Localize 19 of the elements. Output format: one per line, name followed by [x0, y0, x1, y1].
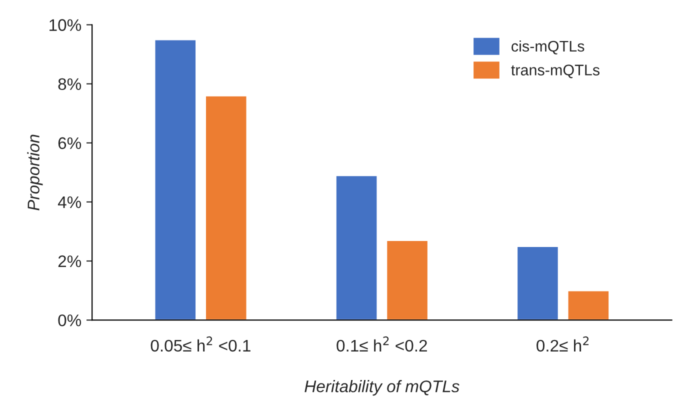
y-tick-label: 10%	[50, 19, 82, 31]
y-tick-label: 6%	[58, 137, 82, 150]
legend-label: cis-mQTLs	[512, 40, 584, 54]
bar	[566, 290, 610, 320]
x-tick-label: 0.05≤ h$^{2}$ <0.1	[150, 336, 250, 352]
x-tick-label: 0.1≤ h$^{2}$ <0.2	[336, 336, 427, 352]
bar	[516, 246, 560, 320]
bar	[154, 38, 197, 320]
x-axis-title: Heritability of mQTLs	[304, 380, 460, 396]
legend-label: trans-mQTLs	[511, 64, 600, 78]
y-axis-title: Proportion	[27, 134, 43, 210]
y-tick-label: 0%	[58, 314, 82, 326]
bar	[335, 174, 378, 320]
x-tick-label: 0.2≤ h$^{2}$	[536, 336, 589, 352]
y-tick-label: 2%	[58, 255, 82, 268]
y-tick-label: 8%	[58, 78, 82, 90]
bar	[204, 94, 248, 320]
bar	[386, 240, 429, 320]
y-tick-label: 4%	[58, 196, 82, 208]
